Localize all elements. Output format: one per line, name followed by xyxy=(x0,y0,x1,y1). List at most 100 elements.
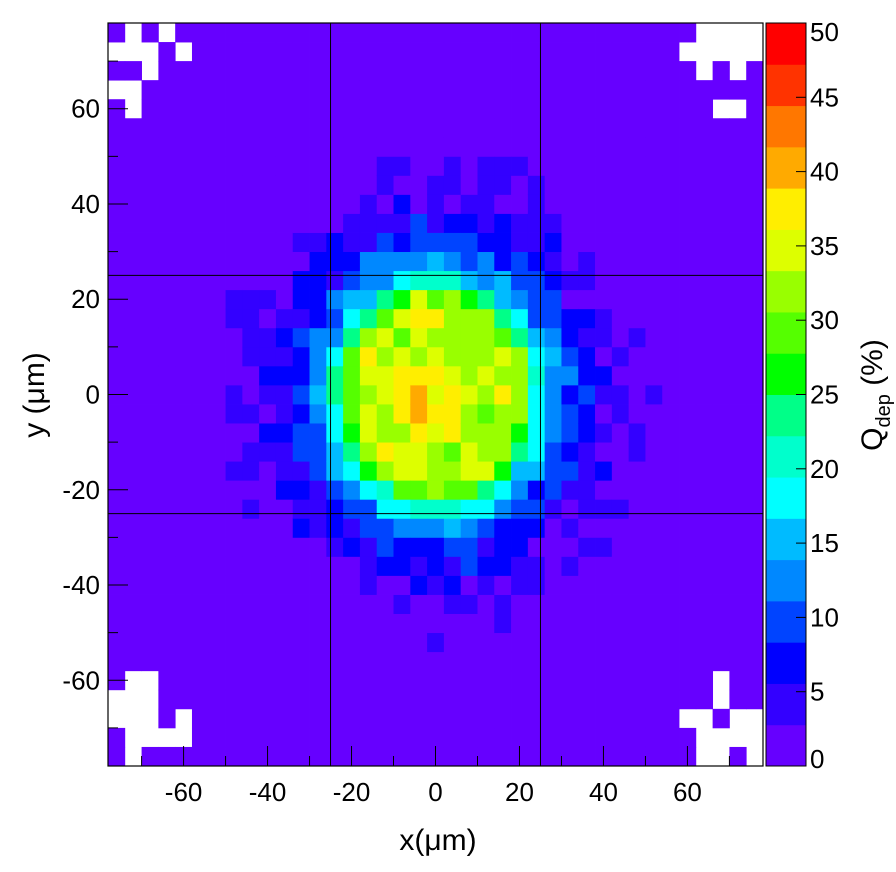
heatmap-bin xyxy=(628,194,646,214)
heatmap-bin xyxy=(326,61,344,81)
heatmap-bin xyxy=(527,461,546,481)
heatmap-bin xyxy=(343,689,361,710)
heatmap-bin xyxy=(746,118,764,138)
heatmap-bin xyxy=(494,99,512,119)
heatmap-bin xyxy=(511,727,529,748)
heatmap-bin xyxy=(561,404,579,424)
heatmap-bin xyxy=(746,442,764,462)
x-tick-label: 0 xyxy=(428,777,442,807)
heatmap-bin xyxy=(343,232,361,253)
heatmap-bin xyxy=(393,689,411,710)
heatmap-bin xyxy=(662,194,680,214)
heatmap-bin xyxy=(544,651,562,672)
heatmap-bin xyxy=(561,156,579,176)
heatmap-bin xyxy=(191,689,210,710)
heatmap-bin xyxy=(712,346,730,367)
heatmap-bin xyxy=(427,308,445,329)
heatmap-bin xyxy=(527,289,546,310)
heatmap-bin xyxy=(259,308,277,329)
heatmap-bin xyxy=(645,708,663,729)
heatmap-bin xyxy=(158,384,176,405)
color-scale-swatch xyxy=(766,270,806,313)
heatmap-bin xyxy=(695,137,714,157)
heatmap-bin xyxy=(225,670,243,691)
heatmap-bin xyxy=(527,327,546,348)
heatmap-bin xyxy=(410,480,428,500)
heatmap-bin xyxy=(477,232,495,253)
heatmap-bin xyxy=(359,251,378,272)
heatmap-bin xyxy=(393,213,411,233)
heatmap-bin xyxy=(309,632,327,653)
heatmap-bin xyxy=(746,99,764,119)
heatmap-bin xyxy=(359,442,378,462)
y-tick-label: -20 xyxy=(62,475,100,505)
heatmap-bin xyxy=(158,594,176,614)
heatmap-bin xyxy=(158,232,176,253)
heatmap-bin xyxy=(578,99,596,119)
heatmap-bin xyxy=(611,137,630,157)
heatmap-bin xyxy=(393,613,411,634)
heatmap-bin xyxy=(427,461,445,481)
heatmap-bin xyxy=(343,423,361,443)
heatmap-bin xyxy=(695,213,714,233)
heatmap-bin xyxy=(275,327,294,348)
heatmap-bin xyxy=(595,613,613,634)
heatmap-bin xyxy=(729,308,747,329)
heatmap-bin xyxy=(477,80,495,100)
heatmap-bin xyxy=(309,442,327,462)
heatmap-bin xyxy=(712,213,730,233)
heatmap-bin xyxy=(108,746,126,767)
heatmap-bin xyxy=(544,118,562,138)
heatmap-bin xyxy=(292,213,310,233)
heatmap-bin xyxy=(527,746,546,767)
heatmap-bin xyxy=(141,365,159,386)
heatmap-bin xyxy=(595,575,613,595)
heatmap-bin xyxy=(208,651,226,672)
heatmap-bin xyxy=(679,556,697,576)
heatmap-bin xyxy=(376,594,394,614)
heatmap-bin xyxy=(326,289,344,310)
heatmap-bin xyxy=(141,289,159,310)
heatmap-bin xyxy=(208,404,226,424)
heatmap-bin xyxy=(427,194,445,214)
heatmap-bin xyxy=(595,594,613,614)
heatmap-bin xyxy=(393,42,411,62)
heatmap-bin xyxy=(578,499,596,519)
heatmap-bin xyxy=(443,80,462,100)
heatmap-bin xyxy=(309,289,327,310)
heatmap-bin xyxy=(527,442,546,462)
heatmap-bin xyxy=(191,289,210,310)
heatmap-bin xyxy=(561,632,579,653)
heatmap-bin xyxy=(343,480,361,500)
heatmap-bin xyxy=(511,651,529,672)
heatmap-bin xyxy=(477,689,495,710)
heatmap-bin xyxy=(242,727,260,748)
heatmap-bin xyxy=(712,537,730,557)
heatmap-bin xyxy=(225,346,243,367)
heatmap-bin xyxy=(746,61,764,81)
heatmap-bin xyxy=(679,537,697,557)
heatmap-bin xyxy=(611,746,630,767)
heatmap-bin xyxy=(443,404,462,424)
heatmap-bin xyxy=(242,308,260,329)
color-scale-tick-label: 50 xyxy=(810,17,839,47)
heatmap-bin xyxy=(679,23,697,43)
heatmap-bin xyxy=(376,118,394,138)
heatmap-bin xyxy=(410,137,428,157)
heatmap-bin xyxy=(292,194,310,214)
heatmap-bin xyxy=(108,251,126,272)
heatmap-bin xyxy=(662,442,680,462)
heatmap-bin xyxy=(645,404,663,424)
heatmap-bin xyxy=(410,404,428,424)
heatmap-bin xyxy=(292,727,310,748)
heatmap-bin xyxy=(376,480,394,500)
color-scale-swatch xyxy=(766,683,806,726)
heatmap-bin xyxy=(359,61,378,81)
heatmap-bin xyxy=(108,537,126,557)
heatmap-bin xyxy=(729,575,747,595)
heatmap-bin xyxy=(225,518,243,538)
heatmap-bin xyxy=(259,99,277,119)
heatmap-bin xyxy=(595,99,613,119)
heatmap-bin xyxy=(527,480,546,500)
heatmap-bin xyxy=(309,594,327,614)
